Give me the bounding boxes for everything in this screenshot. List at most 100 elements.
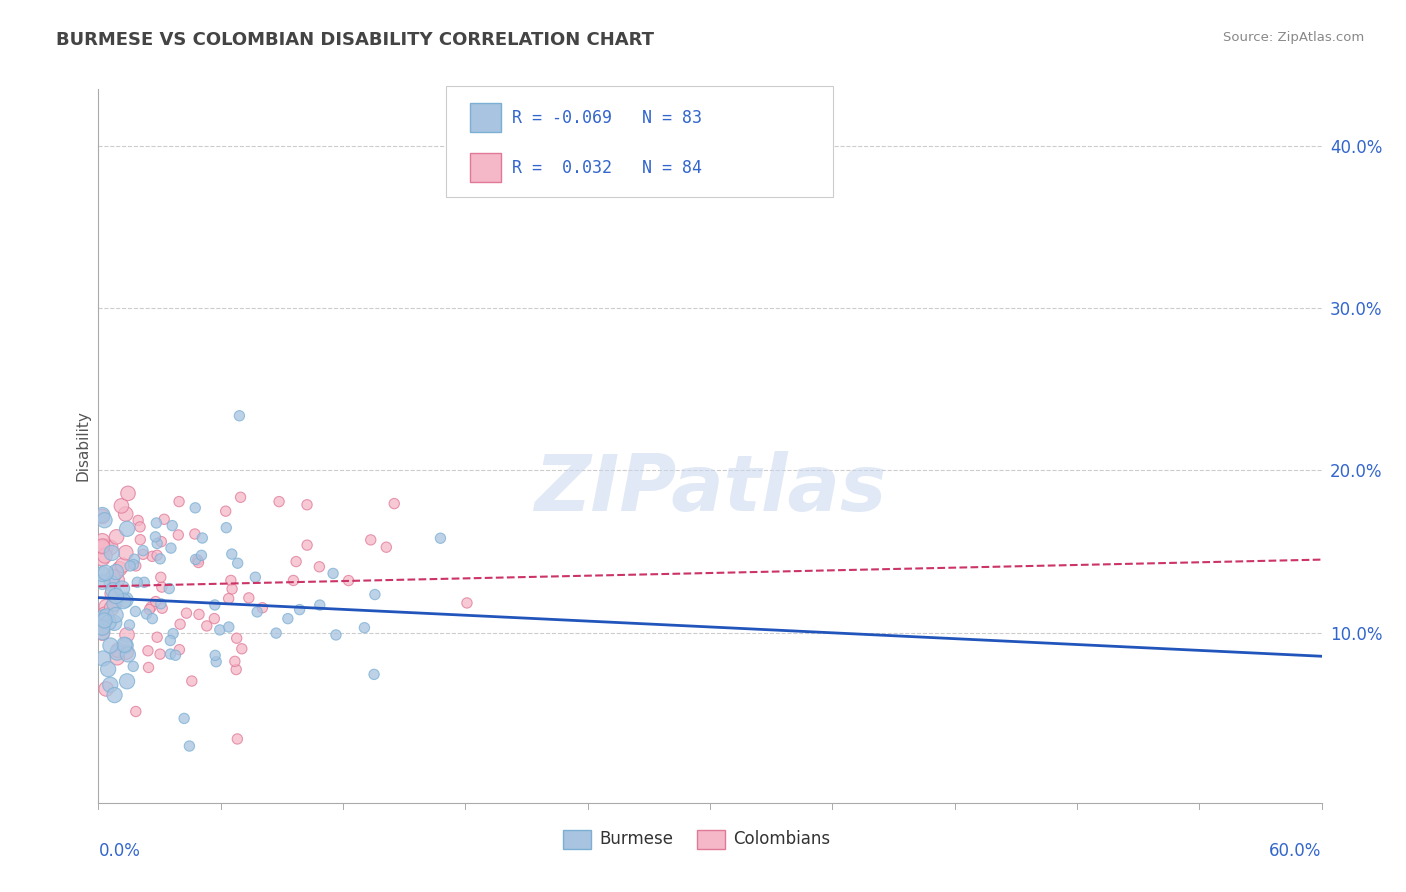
Point xyxy=(205,655,228,669)
Point xyxy=(173,711,195,725)
Point xyxy=(91,625,114,640)
Point xyxy=(225,663,247,677)
Point xyxy=(188,607,211,622)
Point xyxy=(132,547,155,561)
Point xyxy=(245,570,267,584)
Point xyxy=(141,599,163,614)
Point xyxy=(91,622,114,636)
Point xyxy=(145,530,167,544)
Point xyxy=(118,618,141,632)
Point xyxy=(364,588,387,602)
Point xyxy=(105,530,128,544)
Point xyxy=(120,559,142,574)
Point xyxy=(167,528,190,542)
Point xyxy=(149,552,172,566)
Point xyxy=(101,576,124,591)
Point xyxy=(187,556,209,570)
Point xyxy=(176,606,198,620)
Point xyxy=(360,533,382,547)
Point xyxy=(108,562,131,576)
Point xyxy=(215,504,238,518)
Point xyxy=(91,508,114,522)
Point xyxy=(96,539,118,553)
Point xyxy=(104,589,127,603)
Point xyxy=(267,494,290,508)
Text: Burmese: Burmese xyxy=(600,830,673,848)
Point xyxy=(114,546,136,560)
Point xyxy=(105,646,128,660)
Point xyxy=(229,490,252,504)
Point xyxy=(91,626,114,640)
Point xyxy=(91,651,114,665)
Point xyxy=(115,674,138,689)
Point xyxy=(146,536,169,550)
Point xyxy=(136,644,159,658)
Point xyxy=(117,648,139,662)
Point xyxy=(93,513,115,527)
Point xyxy=(191,531,214,545)
Point xyxy=(122,558,145,572)
Point xyxy=(114,592,136,607)
Point xyxy=(107,643,129,657)
Point xyxy=(111,582,134,596)
Point xyxy=(91,567,114,582)
Point xyxy=(160,541,183,555)
Point xyxy=(295,498,318,512)
Point xyxy=(149,570,172,584)
Point xyxy=(195,619,218,633)
Point xyxy=(112,594,135,608)
Point xyxy=(94,549,117,563)
Point xyxy=(93,610,115,624)
Point xyxy=(184,527,207,541)
Point xyxy=(187,553,209,567)
Point xyxy=(277,612,299,626)
Text: ZIPatlas: ZIPatlas xyxy=(534,450,886,527)
Point xyxy=(322,566,344,581)
Point xyxy=(180,674,202,689)
Point xyxy=(129,520,152,534)
Point xyxy=(91,540,114,554)
Point xyxy=(221,582,243,596)
Point xyxy=(132,543,155,558)
Point xyxy=(141,549,163,564)
Point xyxy=(308,559,330,574)
Point xyxy=(97,615,120,630)
Point xyxy=(295,538,318,552)
Point xyxy=(288,602,311,616)
Point xyxy=(115,645,138,659)
Point xyxy=(97,662,120,676)
Point xyxy=(127,575,149,590)
Point xyxy=(283,574,305,588)
Text: R = -0.069   N = 83: R = -0.069 N = 83 xyxy=(512,109,702,127)
Point xyxy=(228,409,250,423)
Point xyxy=(179,739,201,753)
Point xyxy=(103,688,125,702)
Point xyxy=(93,614,115,628)
Point xyxy=(218,620,240,634)
Point xyxy=(114,639,136,653)
Text: Colombians: Colombians xyxy=(734,830,831,848)
Point xyxy=(150,534,173,549)
Point xyxy=(167,494,190,508)
Point xyxy=(219,574,242,588)
Point xyxy=(160,518,183,533)
Point xyxy=(184,552,207,566)
Point xyxy=(117,486,139,500)
Point xyxy=(115,522,138,536)
Point xyxy=(169,642,191,657)
Point xyxy=(204,598,226,612)
Point xyxy=(208,623,231,637)
Point xyxy=(91,574,114,589)
Point xyxy=(456,596,478,610)
Point xyxy=(91,509,114,524)
Point xyxy=(91,539,114,553)
Point xyxy=(111,558,134,573)
Point xyxy=(159,647,181,661)
Point xyxy=(105,574,128,588)
Point xyxy=(105,593,128,607)
Point xyxy=(165,648,187,663)
Point xyxy=(190,549,212,563)
Point xyxy=(100,601,122,615)
Point xyxy=(96,609,118,624)
Point xyxy=(94,566,117,580)
